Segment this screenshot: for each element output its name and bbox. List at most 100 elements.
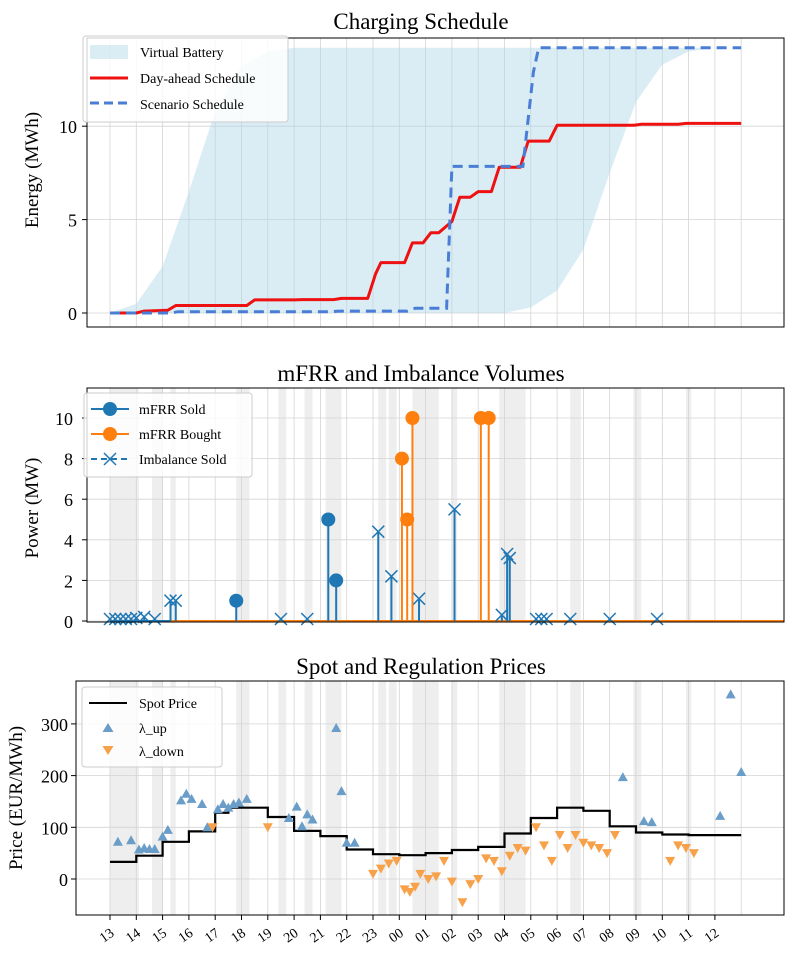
panel3-shaded-band	[633, 681, 642, 915]
panel1-ytick-label: 0	[68, 304, 77, 324]
panel2-title: mFRR and Imbalance Volumes	[277, 361, 564, 386]
panel3-xtick-label: 15	[150, 926, 170, 946]
mfrr-sold-marker	[229, 593, 244, 608]
lambda-down-point	[680, 843, 691, 853]
imbalance-sold-marker	[563, 612, 577, 626]
panel3-yticks: 0 100 200 300	[41, 715, 76, 890]
lambda-down-point	[262, 823, 273, 833]
panel1-title: Charging Schedule	[333, 9, 508, 34]
lambda-down-point	[520, 846, 531, 856]
panel3-ytick-label: 100	[41, 818, 68, 838]
panel3-xtick-label: 21	[308, 926, 328, 946]
panel3-xtick-label: 05	[518, 926, 538, 946]
panel3-xtick-label: 11	[676, 926, 696, 946]
panel3-xticks: 13 14 15 16 17 18 19 20 21 22 23 00 01 02 03 04 05 06 07 08…	[97, 915, 722, 946]
panel3-shaded-band	[499, 681, 526, 915]
lambda-up-point	[725, 689, 736, 699]
lambda-up-point	[646, 817, 657, 827]
lambda-up-point	[638, 816, 649, 826]
panel2-ytick-label: 10	[55, 409, 73, 429]
lambda-down-point	[446, 877, 457, 887]
lambda-up-point	[186, 793, 197, 803]
panel2-ytick-label: 2	[64, 571, 73, 591]
panel3-shaded-band	[236, 681, 250, 915]
panel-charging-schedule: Charging Schedule Energy (MWh) 0 5 10 Virt…	[22, 9, 785, 328]
legend-imbalance-label: Imbalance Sold	[139, 453, 226, 468]
panel3-shaded-band	[304, 681, 313, 915]
lambda-down-point	[594, 843, 605, 853]
lambda-down-point	[546, 856, 557, 866]
panel3-xtick-label: 07	[571, 926, 591, 946]
panel2-shaded-band	[152, 388, 163, 622]
imbalance-sold-marker	[163, 594, 178, 608]
imbalance-sold-marker	[169, 594, 183, 608]
lambda-up-point	[715, 810, 726, 820]
lambda-up-point	[349, 837, 360, 847]
lambda-up-point	[157, 831, 168, 841]
panel3-xtick-label: 18	[229, 926, 249, 946]
lambda-down-point	[207, 823, 218, 833]
panel1-yticks: 0 5 10	[59, 117, 87, 324]
panel3-ytick-label: 0	[59, 870, 68, 890]
lambda-up-point	[181, 788, 192, 798]
panel1-frame	[86, 37, 785, 328]
legend-lambda-down-marker	[102, 746, 114, 755]
panel2-shaded-band	[325, 388, 342, 622]
panel3-shaded-band	[278, 681, 287, 915]
lambda-up-point	[162, 824, 173, 834]
panel1-ytick-label: 5	[68, 211, 77, 231]
panel3-xtick-label: 16	[176, 926, 196, 946]
panel3-shaded-band	[451, 681, 458, 915]
lambda-up-point	[291, 801, 302, 811]
lambda-down-point	[609, 831, 620, 841]
panel2-shaded-band	[378, 388, 387, 622]
panel3-xtick-label: 01	[413, 926, 433, 946]
panel2-stems	[103, 411, 784, 626]
lambda-down-point	[391, 856, 402, 866]
lambda-down-point	[375, 864, 386, 874]
lambda-up-point	[126, 835, 137, 845]
lambda-up-point	[149, 844, 160, 854]
imbalance-sold-marker	[137, 610, 151, 624]
panel3-xtick-label: 14	[124, 926, 144, 946]
lambda-down-point	[423, 875, 434, 884]
imbalance-sold-marker	[103, 612, 117, 626]
imbalance-sold-marker	[113, 612, 128, 626]
lambda-down-point	[488, 856, 499, 866]
mfrr-bought-marker	[400, 512, 415, 527]
panel3-xtick-label: 00	[387, 926, 407, 946]
lambda-up-point	[331, 723, 342, 733]
lambda-down-point	[415, 869, 426, 879]
panel3-xtick-label: 17	[202, 926, 222, 946]
panel1-legend-box	[82, 35, 289, 123]
lambda-up-point	[212, 804, 223, 814]
panel1-legend: Virtual Battery Day-ahead Schedule Scena…	[82, 35, 289, 123]
legend-imbalance-marker	[103, 452, 117, 466]
lambda-up-point	[283, 812, 294, 822]
imbalance-sold-marker	[300, 612, 314, 626]
lambda-down-point	[410, 882, 421, 892]
imbalance-sold-marker	[500, 547, 514, 561]
panel1-ytick-label: 10	[59, 117, 77, 137]
panel2-shaded-band	[170, 388, 176, 622]
lambda-up-point	[296, 821, 307, 831]
panel2-ytick-label: 4	[64, 531, 73, 551]
panel2-shaded-band	[304, 388, 313, 622]
panel3-xtick-label: 22	[334, 926, 354, 946]
panel3-ytick-label: 200	[41, 767, 68, 787]
lambda-up-point	[218, 799, 229, 809]
panel2-legend-box	[83, 392, 253, 478]
panel3-shaded-band	[378, 681, 387, 915]
panel3-xtick-label: 08	[597, 926, 617, 946]
imbalance-sold-marker	[371, 525, 385, 539]
imbalance-sold-marker	[119, 612, 133, 626]
panel2-ytick-label: 8	[64, 450, 73, 470]
imbalance-sold-marker	[534, 612, 548, 626]
panel2-yticks: 0 2 4 6 8 10	[55, 409, 87, 632]
imbalance-sold-marker	[503, 551, 517, 565]
panel3-ylabel: Price (EUR/MWh)	[6, 726, 27, 870]
panel3-xtick-label: 23	[360, 926, 380, 946]
imbalance-sold-marker	[529, 612, 543, 626]
lambda-up-point	[241, 793, 252, 803]
imbalance-sold-marker	[384, 569, 398, 583]
